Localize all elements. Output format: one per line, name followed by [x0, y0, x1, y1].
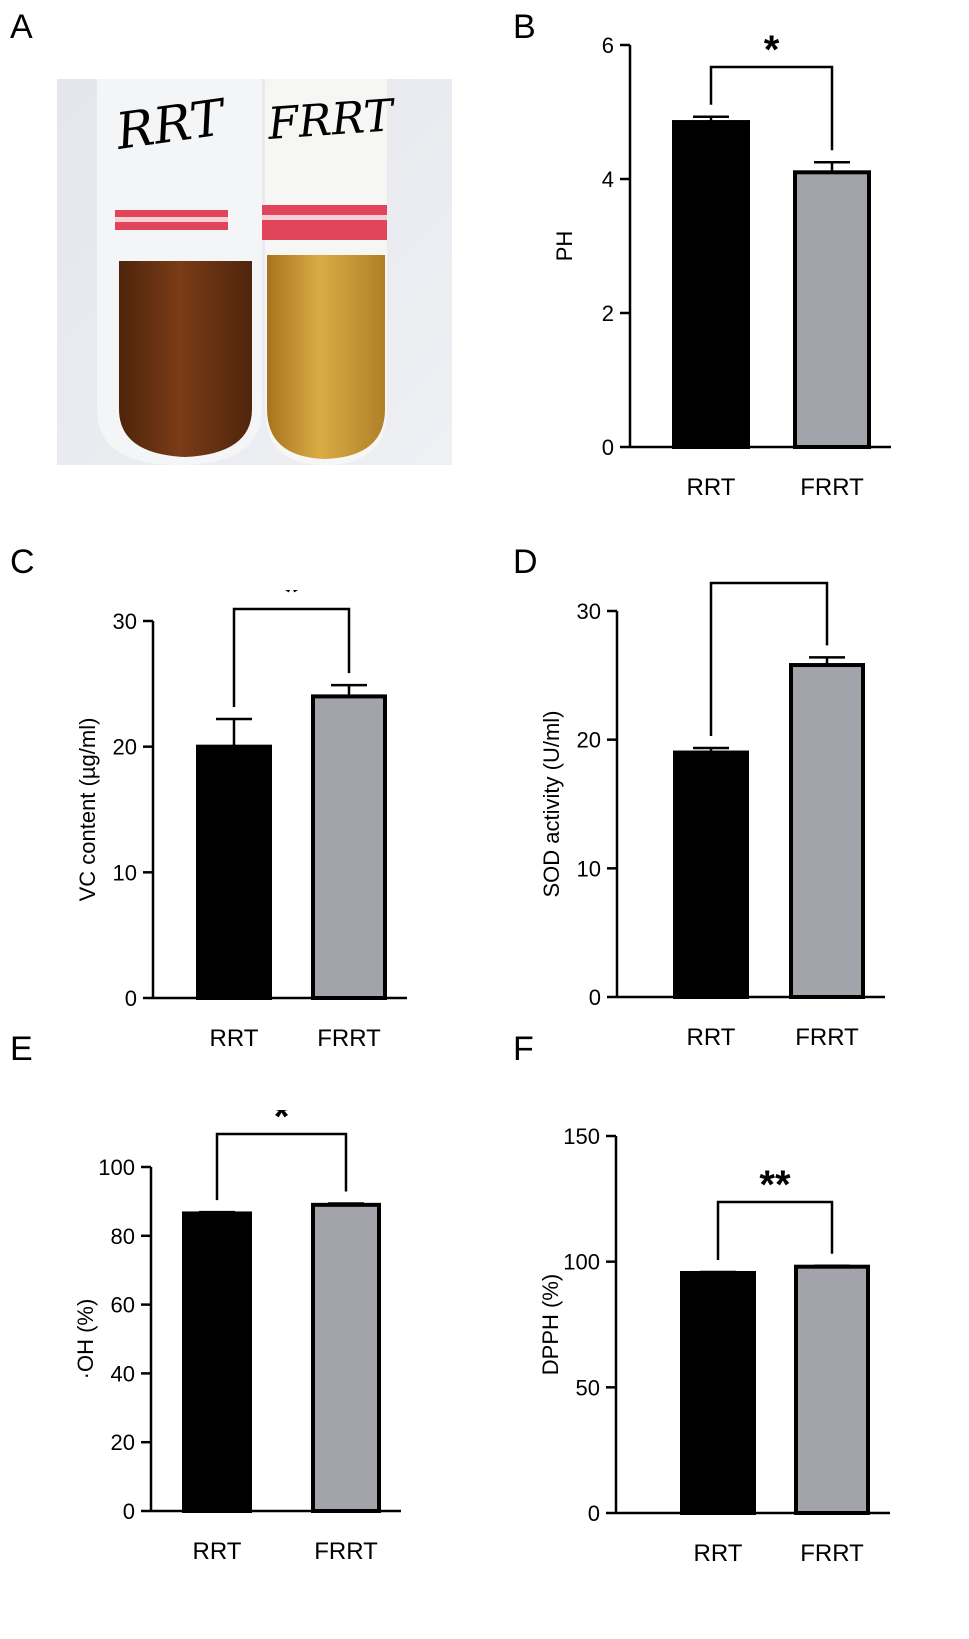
x-tick-label: FRRT: [800, 474, 864, 501]
rrt-tube: RRT: [97, 79, 262, 465]
bar-rrt: [672, 120, 750, 450]
y-tick-label: 2: [602, 301, 614, 326]
x-tick-label: FRRT: [795, 1024, 859, 1051]
y-tick-label: 6: [602, 33, 614, 58]
y-tick-label: 0: [123, 1499, 135, 1524]
y-axis-label: DPPH (%): [538, 1274, 563, 1375]
tube-photo: RRT FRRT: [57, 79, 452, 465]
bar-frrt: [793, 170, 871, 450]
oh-scavenging-chart: 0 20 40 60 80 100 ·OH (%) RRT FRRT *: [73, 1110, 401, 1565]
y-tick-label: 10: [577, 856, 601, 881]
frrt-liquid: [267, 255, 385, 459]
significance-label: *: [274, 1110, 290, 1139]
significance-bracket: [716, 1200, 834, 1260]
significance-label: *: [764, 30, 780, 72]
panel-letter-f: F: [513, 1030, 534, 1068]
bar-frrt: [311, 694, 387, 1001]
x-tick-label: RRT: [193, 1538, 242, 1565]
y-tick-label: 4: [602, 167, 614, 192]
y-tick-label: 0: [602, 435, 614, 460]
y-tick-label: 10: [113, 860, 137, 885]
x-tick-label: RRT: [210, 1025, 259, 1052]
y-tick-label: 0: [588, 1501, 600, 1526]
bar-rrt: [673, 750, 749, 999]
x-tick-label: FRRT: [317, 1025, 381, 1052]
y-tick-label: 20: [113, 735, 137, 760]
panel-letter-b: B: [513, 8, 536, 46]
sod-activity-chart: 0 10 20 30 SOD activity (U/ml) RRT FRRT ***: [539, 570, 885, 1051]
y-tick-label: 0: [589, 985, 601, 1010]
panel-letter-d: D: [513, 543, 538, 581]
y-tick-label: 20: [111, 1430, 135, 1455]
frrt-band: [262, 205, 387, 240]
rrt-band-stripe: [115, 217, 228, 222]
x-tick-label: RRT: [694, 1540, 743, 1567]
vc-content-chart: 0 10 20 30 VC content (µg/ml) RRT FRRT *: [75, 590, 407, 1052]
y-tick-label: 30: [113, 609, 137, 634]
dpph-scavenging-chart: 0 50 100 150 DPPH (%) RRT FRRT **: [538, 1124, 890, 1567]
significance-label: **: [759, 1163, 791, 1207]
y-tick-label: 100: [563, 1250, 600, 1275]
ph-chart: 0 2 4 6 PH RRT FRRT *: [552, 30, 891, 501]
bar-rrt: [680, 1270, 756, 1515]
bar-frrt: [789, 663, 865, 999]
y-tick-label: 80: [111, 1224, 135, 1249]
frrt-band-stripe: [262, 215, 387, 220]
y-tick-label: 0: [125, 986, 137, 1011]
significance-bracket: [215, 1132, 348, 1201]
significance-bracket: [232, 607, 351, 708]
y-axis-label: SOD activity (U/ml): [539, 711, 564, 898]
x-tick-label: RRT: [687, 474, 736, 501]
x-tick-label: FRRT: [800, 1540, 864, 1567]
y-tick-label: 40: [111, 1361, 135, 1386]
y-tick-label: 50: [576, 1375, 600, 1400]
y-tick-label: 60: [111, 1293, 135, 1318]
panel-letter-e: E: [10, 1030, 33, 1068]
rrt-liquid: [119, 261, 252, 457]
y-tick-label: 30: [577, 599, 601, 624]
y-axis-label: PH: [552, 231, 577, 262]
significance-label: *: [284, 590, 300, 614]
x-tick-label: FRRT: [314, 1538, 378, 1565]
bar-rrt: [196, 744, 272, 1000]
significance-bracket: [709, 581, 829, 737]
bar-frrt: [311, 1202, 381, 1513]
y-tick-label: 150: [563, 1124, 600, 1149]
significance-label: ***: [746, 570, 793, 588]
significance-bracket: [709, 65, 834, 151]
x-tick-label: RRT: [687, 1024, 736, 1051]
frrt-handwritten-label: FRRT: [265, 90, 398, 150]
y-axis-label: ·OH (%): [73, 1299, 98, 1380]
frrt-tube: FRRT: [262, 79, 398, 465]
bar-frrt: [794, 1264, 870, 1515]
y-axis-label: VC content (µg/ml): [75, 718, 100, 902]
y-tick-label: 100: [98, 1155, 135, 1180]
panel-letter-c: C: [10, 543, 35, 581]
y-tick-label: 20: [577, 728, 601, 753]
bar-rrt: [182, 1211, 252, 1513]
panel-letter-a: A: [10, 8, 33, 46]
